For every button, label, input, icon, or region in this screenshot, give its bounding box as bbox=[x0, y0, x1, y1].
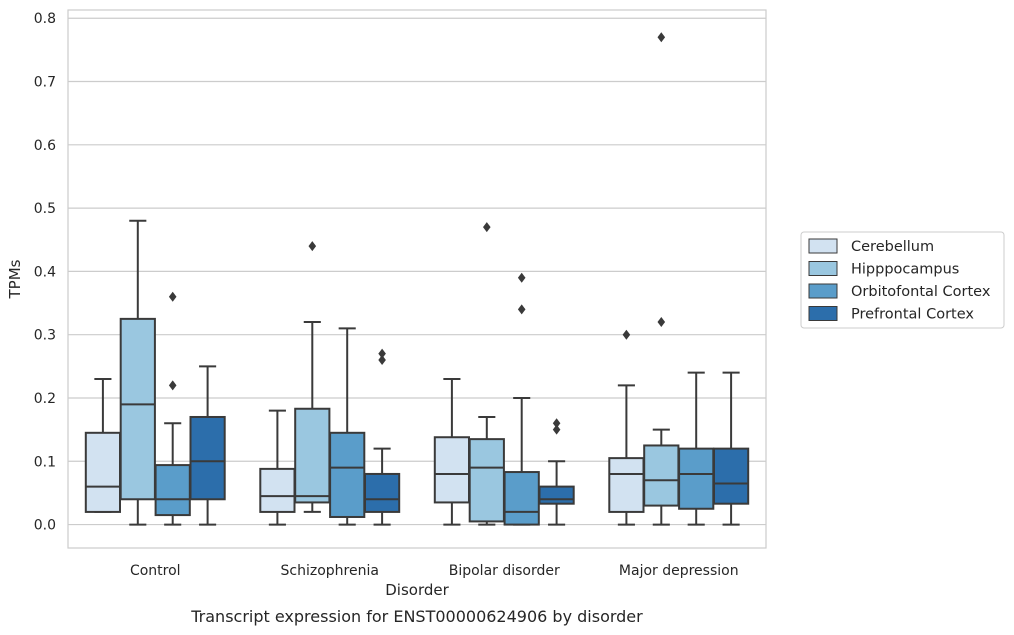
box bbox=[538, 485, 575, 505]
boxes bbox=[84, 32, 750, 526]
box bbox=[643, 444, 680, 507]
outlier-point bbox=[552, 418, 561, 429]
outlier-point bbox=[552, 424, 561, 435]
y-tick-label: 0.4 bbox=[34, 264, 56, 280]
x-tick-label: Control bbox=[130, 563, 181, 579]
box-group bbox=[119, 219, 156, 526]
legend-swatch bbox=[808, 306, 838, 321]
gridlines bbox=[68, 17, 766, 526]
x-axis-label: Disorder bbox=[385, 581, 449, 599]
outlier-point bbox=[517, 304, 526, 315]
legend-label: Hipppocampus bbox=[851, 262, 959, 278]
legend-swatch bbox=[808, 261, 838, 276]
box-group bbox=[154, 291, 191, 526]
box bbox=[119, 317, 156, 501]
box bbox=[608, 457, 645, 513]
box bbox=[363, 472, 401, 513]
y-tick-label: 0.5 bbox=[34, 201, 56, 217]
legend: Cerebellum Hipppocampus Orbitofontal Corte… bbox=[800, 231, 1005, 329]
box-group bbox=[294, 241, 331, 513]
box-group bbox=[503, 272, 540, 526]
y-tick-label: 0.0 bbox=[34, 518, 56, 534]
outlier-point bbox=[168, 291, 177, 302]
box-group bbox=[712, 371, 750, 526]
box bbox=[294, 407, 331, 504]
x-tick-label: Bipolar disorder bbox=[449, 563, 560, 579]
y-tick-label: 0.8 bbox=[34, 11, 56, 27]
box bbox=[678, 447, 715, 510]
box bbox=[468, 438, 505, 523]
box-group bbox=[259, 409, 296, 526]
box bbox=[503, 471, 540, 526]
box bbox=[84, 431, 122, 513]
legend-label: Orbitofontal Cortex bbox=[851, 284, 991, 300]
y-tick-label: 0.7 bbox=[34, 75, 56, 91]
y-tick-label: 0.2 bbox=[34, 391, 56, 407]
box bbox=[154, 464, 191, 517]
box-group bbox=[363, 348, 401, 526]
outlier-point bbox=[308, 241, 317, 252]
box bbox=[329, 431, 366, 518]
legend-swatch bbox=[808, 283, 838, 299]
box-group bbox=[643, 32, 680, 526]
outlier-point bbox=[657, 317, 666, 328]
box-group bbox=[433, 378, 471, 526]
outlier-point bbox=[483, 222, 491, 233]
box-group bbox=[189, 365, 226, 526]
box-group bbox=[468, 222, 505, 526]
outlier-point bbox=[657, 32, 666, 43]
legend-label: Cerebellum bbox=[851, 239, 934, 255]
box-group bbox=[329, 327, 366, 526]
y-tick-labels: 0.0 0.1 0.2 0.3 0.4 0.5 0.6 0.7 0.8 bbox=[34, 11, 56, 533]
box-group bbox=[678, 371, 715, 526]
y-tick-label: 0.6 bbox=[34, 138, 56, 154]
outlier-point bbox=[168, 380, 177, 391]
outlier-point bbox=[378, 355, 386, 366]
x-tick-label: Schizophrenia bbox=[281, 563, 379, 579]
y-tick-label: 0.1 bbox=[34, 454, 56, 470]
x-tick-label: Major depression bbox=[619, 563, 739, 579]
box-group bbox=[608, 329, 645, 526]
y-axis-label: TPMs bbox=[6, 259, 24, 299]
box-group bbox=[84, 378, 122, 513]
chart-caption: Transcript expression for ENST0000062490… bbox=[190, 607, 643, 626]
plot-frame bbox=[67, 9, 767, 549]
box bbox=[712, 447, 750, 505]
y-tick-label: 0.3 bbox=[34, 328, 56, 344]
legend-label: Prefrontal Cortex bbox=[851, 307, 974, 323]
box bbox=[189, 415, 226, 501]
outlier-point bbox=[517, 272, 526, 283]
box bbox=[259, 467, 296, 513]
box bbox=[433, 436, 471, 504]
outlier-point bbox=[378, 348, 386, 359]
box-group bbox=[538, 418, 575, 526]
x-tick-labels: Control Schizophrenia Bipolar disorder Majo… bbox=[130, 563, 739, 579]
legend-swatch bbox=[808, 238, 838, 254]
legend-items: Cerebellum Hipppocampus Orbitofontal Corte… bbox=[808, 238, 991, 323]
outlier-point bbox=[622, 329, 631, 340]
legend-frame bbox=[800, 231, 1005, 329]
